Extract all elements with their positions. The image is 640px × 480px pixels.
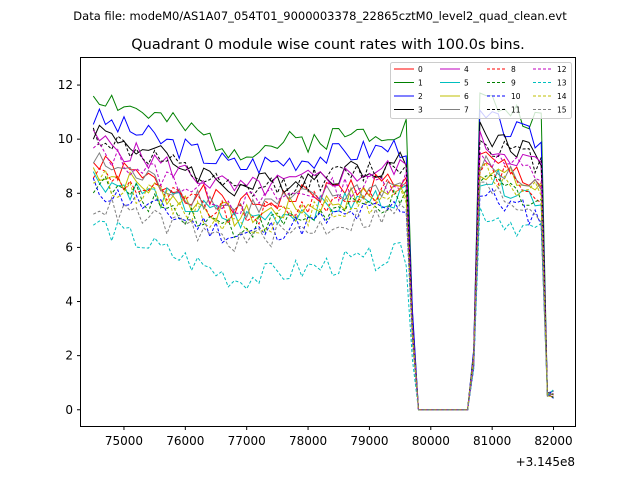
y-tick-label: 0 xyxy=(65,403,73,417)
legend-label-13: 13 xyxy=(557,79,567,88)
x-axis-offset-label: +3.145e8 xyxy=(516,455,575,469)
legend-label-0: 0 xyxy=(418,65,423,74)
x-tick-label: 82000 xyxy=(534,434,572,448)
chart-title: Quadrant 0 module wise count rates with … xyxy=(131,37,525,53)
legend-label-11: 11 xyxy=(511,106,521,115)
legend-label-10: 10 xyxy=(511,92,521,101)
y-tick-label: 2 xyxy=(65,349,73,363)
legend-label-4: 4 xyxy=(464,65,469,74)
legend-label-9: 9 xyxy=(511,79,516,88)
x-tick-label: 77000 xyxy=(228,434,266,448)
y-axis: 0 2 4 6 8 10 12 xyxy=(58,78,81,417)
legend-label-2: 2 xyxy=(418,92,423,101)
legend-label-5: 5 xyxy=(464,79,469,88)
y-tick-label: 8 xyxy=(65,186,73,200)
axes-frame xyxy=(80,57,576,427)
x-tick-label: 81000 xyxy=(473,434,511,448)
legend-label-14: 14 xyxy=(557,92,567,101)
legend-label-3: 3 xyxy=(418,106,423,115)
chart-suptitle: Data file: modeM0/AS1A07_054T01_90000033… xyxy=(73,9,567,23)
y-tick-label: 12 xyxy=(58,78,73,92)
x-axis: 75000 76000 77000 78000 79000 80000 81000 82000 xyxy=(105,426,573,448)
series-line-14 xyxy=(93,161,554,411)
legend-label-7: 7 xyxy=(464,106,469,115)
x-tick-label: 80000 xyxy=(412,434,450,448)
plot-area: 75000 76000 77000 78000 79000 80000 81000 82000… xyxy=(58,57,576,469)
legend-label-6: 6 xyxy=(464,92,469,101)
y-tick-label: 4 xyxy=(65,295,73,309)
series-lines xyxy=(92,92,554,411)
legend-label-1: 1 xyxy=(418,79,423,88)
y-tick-label: 6 xyxy=(65,240,73,254)
legend-label-15: 15 xyxy=(557,106,567,115)
series-line-15 xyxy=(93,181,554,411)
legend-frame xyxy=(390,62,572,119)
y-tick-label: 10 xyxy=(58,132,73,146)
x-tick-label: 76000 xyxy=(166,434,204,448)
x-tick-label: 75000 xyxy=(105,434,143,448)
x-tick-label: 78000 xyxy=(289,434,327,448)
series-line-13 xyxy=(93,207,554,411)
series-line-9 xyxy=(92,174,554,411)
legend-label-8: 8 xyxy=(511,65,516,74)
x-tick-label: 79000 xyxy=(350,434,388,448)
legend-label-12: 12 xyxy=(557,65,567,74)
